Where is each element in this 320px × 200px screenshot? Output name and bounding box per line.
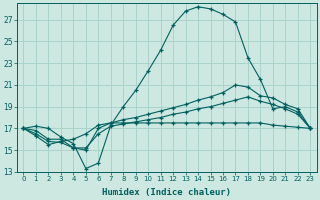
X-axis label: Humidex (Indice chaleur): Humidex (Indice chaleur) bbox=[102, 188, 231, 197]
